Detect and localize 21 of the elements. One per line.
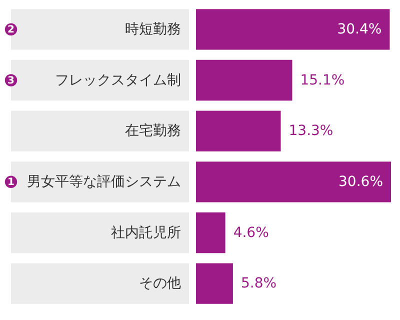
y-tick-label: 社内託児所 bbox=[111, 224, 181, 241]
bar bbox=[196, 212, 226, 254]
bar bbox=[196, 110, 281, 152]
bar bbox=[196, 60, 292, 101]
bar bbox=[196, 9, 390, 50]
text: 3 bbox=[8, 75, 15, 86]
data-label: 15.1% bbox=[300, 72, 345, 88]
bar bbox=[196, 263, 233, 304]
text: 2 bbox=[8, 24, 15, 36]
y-tick-label: その他 bbox=[139, 276, 181, 292]
bar bbox=[196, 162, 391, 202]
y-tick-label: フレックスタイム制 bbox=[55, 72, 181, 88]
data-label: 30.6% bbox=[338, 174, 383, 190]
y-tick-label: 在宅勤務 bbox=[125, 123, 181, 140]
data-label: 5.8% bbox=[240, 276, 277, 292]
y-tick-label: 男女平等な評価システム bbox=[27, 174, 181, 190]
text: 1 bbox=[8, 176, 15, 188]
data-label: 30.4% bbox=[337, 21, 382, 38]
data-label: 4.6% bbox=[233, 224, 269, 241]
y-tick-label: 時短勤務 bbox=[125, 21, 181, 38]
data-label: 13.3% bbox=[288, 123, 334, 140]
